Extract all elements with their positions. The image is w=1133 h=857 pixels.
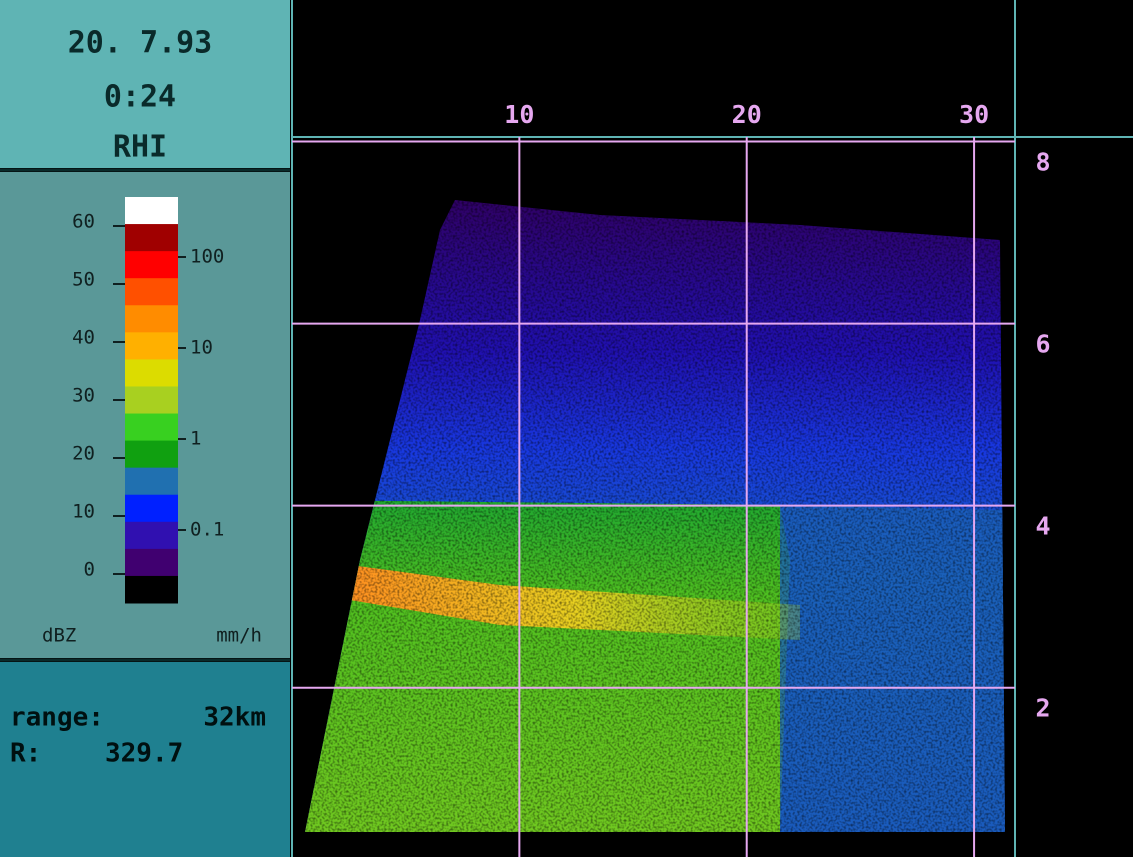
y-tick-label: 8	[1035, 148, 1050, 177]
header-panel	[0, 0, 290, 168]
y-tick-label: 6	[1035, 330, 1050, 359]
rain-unit: mm/h	[216, 625, 262, 647]
rain-tick-label: 1	[190, 428, 201, 450]
colorbar-band	[125, 332, 178, 360]
range-value: 32km	[203, 703, 266, 733]
mode: RHI	[113, 130, 167, 165]
x-tick-label: 10	[504, 100, 534, 129]
y-tick-label: 4	[1035, 512, 1050, 541]
date: 20. 7.93	[68, 26, 213, 61]
colorbar-band	[125, 305, 178, 333]
colorbar-band	[125, 413, 178, 442]
x-tick-label: 30	[959, 100, 989, 129]
r-value: 329.7	[105, 739, 183, 769]
info-panel	[0, 662, 290, 857]
dbz-tick-label: 30	[72, 385, 95, 407]
dbz-tick-label: 0	[84, 559, 95, 581]
colorbar-band	[125, 386, 178, 415]
colorbar-band	[125, 575, 178, 604]
colorbar-band	[125, 467, 178, 496]
colorbar-band	[125, 224, 178, 252]
dbz-tick-label: 60	[72, 211, 95, 233]
dbz-tick-label: 40	[72, 327, 95, 349]
dbz-tick-label: 10	[72, 501, 95, 523]
radar-echo	[305, 200, 1005, 832]
rain-tick-label: 0.1	[190, 519, 224, 541]
colorbar-band	[125, 521, 178, 550]
x-tick-label: 20	[732, 100, 762, 129]
rain-tick-label: 10	[190, 337, 213, 359]
colorbar-band	[125, 278, 178, 306]
colorbar-band	[125, 548, 178, 577]
colorbar-band	[125, 251, 178, 279]
rain-tick-label: 100	[190, 246, 224, 268]
colorbar-band	[125, 494, 178, 523]
r-label: R:	[10, 739, 41, 769]
time: 0:24	[104, 80, 176, 115]
dbz-tick-label: 50	[72, 269, 95, 291]
dbz-unit: dBZ	[42, 625, 76, 647]
range-label: range:	[10, 703, 104, 733]
colorbar-band	[125, 440, 178, 469]
y-tick-label: 2	[1035, 694, 1050, 723]
dbz-tick-label: 20	[72, 443, 95, 465]
colorbar-band	[125, 197, 178, 225]
colorbar-band	[125, 359, 178, 387]
